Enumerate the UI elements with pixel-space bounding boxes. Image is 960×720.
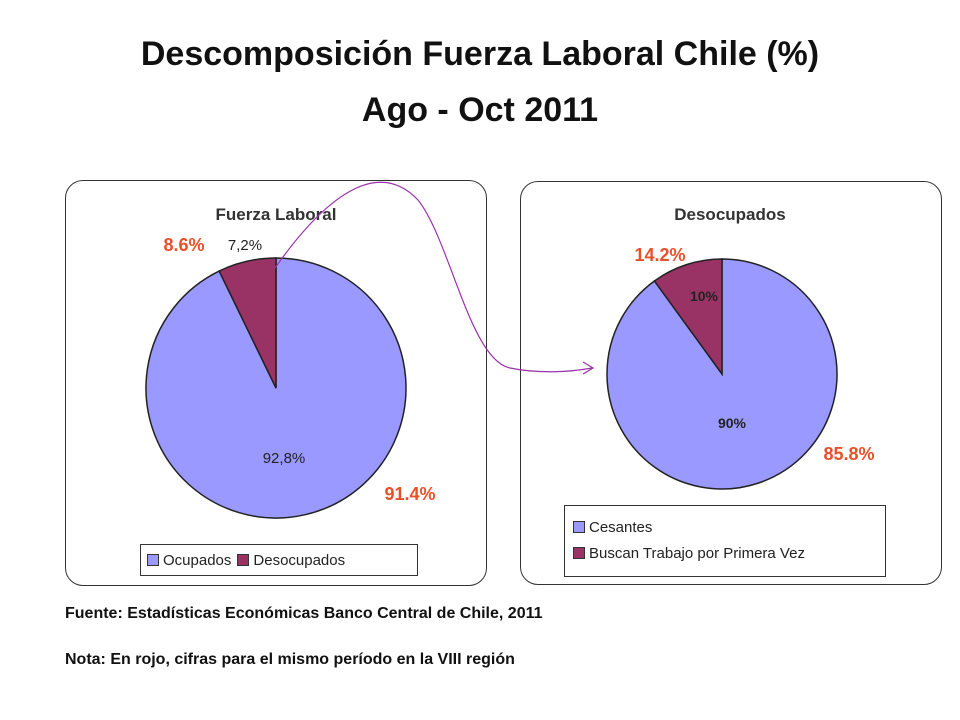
legend-desocupados: Cesantes Buscan Trabajo por Primera Vez: [564, 505, 886, 577]
legend-item-cesantes: Cesantes: [573, 514, 885, 540]
legend-label-ocupados: Ocupados: [163, 551, 232, 569]
legend-fuerza-laboral: Ocupados Desocupados: [140, 544, 418, 576]
chart-title-fuerza-laboral: Fuerza Laboral: [216, 205, 337, 224]
legend-item-ocupados: Ocupados: [147, 552, 231, 569]
connector-arrowhead: [582, 361, 595, 375]
legend-swatch-ocupados: [147, 554, 159, 566]
legend-label-cesantes: Cesantes: [589, 518, 653, 536]
legend-swatch-cesantes: [573, 521, 585, 533]
connector-arrow: [274, 181, 593, 373]
data-label-cesantes: 90%: [718, 415, 747, 431]
legend-swatch-desocupados: [237, 554, 250, 566]
legend-item-desocupados: Desocupados: [237, 552, 345, 569]
region-label-desocupados: 8.6%: [163, 235, 204, 255]
legend-swatch-primera-vez: [573, 547, 585, 559]
chart-title-desocupados: Desocupados: [674, 205, 785, 224]
legend-item-primera-vez: Buscan Trabajo por Primera Vez: [573, 540, 885, 566]
page-subtitle: Ago - Oct 2011: [361, 91, 599, 129]
region-label-ocupados: 91.4%: [384, 484, 435, 504]
data-label-ocupados: 92,8%: [263, 450, 306, 467]
legend-label-primera-vez: Buscan Trabajo por Primera Vez: [589, 544, 805, 562]
source-note: Fuente: Estadísticas Económicas Banco Ce…: [65, 605, 543, 622]
pie-slice-desocupados: [218, 257, 277, 389]
data-label-primera-vez: 10%: [690, 288, 719, 304]
pie-fuerza-laboral: [145, 257, 407, 519]
pie-slice-buscan-trabajo-por-primera-vez: [653, 258, 723, 377]
page-title: Descomposición Fuerza Laboral Chile (%): [140, 35, 820, 73]
region-label-primera-vez: 14.2%: [634, 245, 685, 265]
region-note: Nota: En rojo, cifras para el mismo perí…: [65, 651, 515, 668]
data-label-desocupados: 7,2%: [228, 237, 262, 254]
region-label-cesantes: 85.8%: [823, 444, 874, 464]
legend-label-desocupados: Desocupados: [253, 551, 346, 569]
pie-slice-cesantes: [606, 258, 838, 490]
pie-desocupados: [606, 258, 838, 490]
